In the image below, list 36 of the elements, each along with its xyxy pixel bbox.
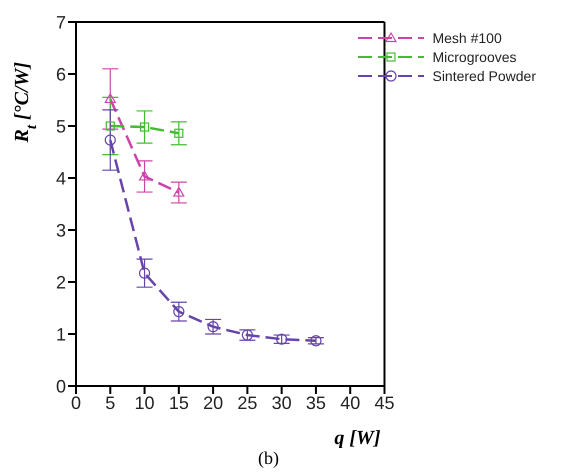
- y-tick-label: 5: [56, 116, 66, 136]
- y-tick-label: 2: [56, 272, 66, 292]
- point: [106, 121, 115, 131]
- x-tick-label: 40: [340, 392, 360, 413]
- x-tick-label: 10: [134, 392, 155, 413]
- point: [276, 334, 288, 345]
- point: [173, 306, 184, 318]
- point: [310, 335, 322, 346]
- legend-label: Mesh #100: [432, 30, 502, 46]
- x-tick-label: 45: [374, 392, 394, 413]
- y-tick-label: 6: [56, 64, 66, 84]
- point: [104, 93, 116, 104]
- point: [138, 170, 150, 181]
- point: [104, 134, 116, 146]
- x-tick-label: 25: [237, 392, 258, 413]
- x-tick-label: 0: [70, 392, 82, 413]
- y-tick-label: 1: [56, 324, 66, 344]
- x-axis-title: q [W]: [334, 427, 381, 449]
- point: [173, 186, 184, 197]
- point: [208, 321, 219, 332]
- y-tick-label: 0: [56, 376, 66, 396]
- x-tick-label: 20: [203, 392, 224, 413]
- x-tick-label: 5: [105, 392, 116, 413]
- point: [242, 329, 253, 341]
- legend-label: Microgrooves: [432, 48, 517, 64]
- y-tick-label: 4: [56, 168, 66, 188]
- point: [174, 128, 184, 138]
- y-tick-label: 7: [56, 12, 66, 32]
- legend-label: Sintered Powder: [432, 68, 536, 84]
- y-tick-label: 3: [56, 220, 66, 240]
- point: [140, 122, 150, 132]
- x-tick-label: 15: [168, 392, 189, 413]
- x-tick-label: 35: [306, 392, 326, 413]
- point: [138, 268, 150, 279]
- text: (b): [258, 448, 279, 469]
- x-tick-label: 30: [272, 392, 292, 413]
